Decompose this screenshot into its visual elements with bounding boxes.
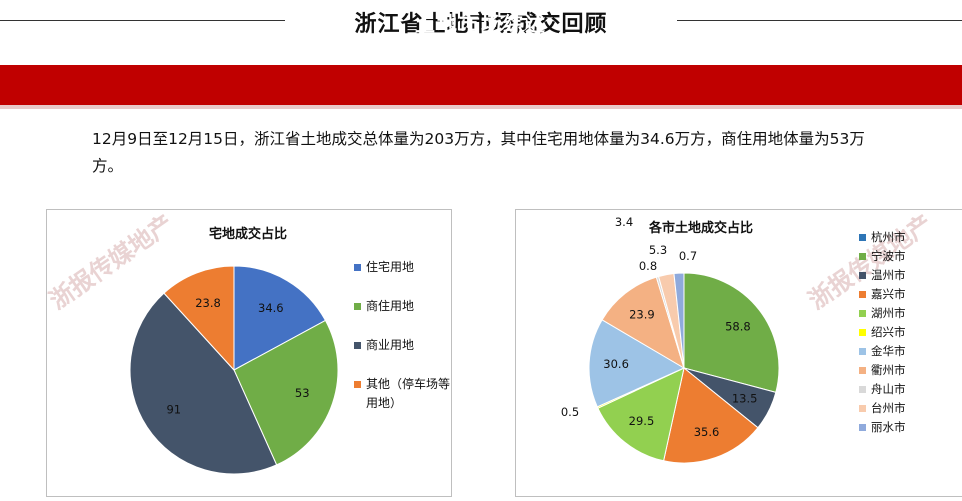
- chart-title: 各市土地成交占比: [648, 220, 753, 236]
- legend-label: 台州市: [871, 401, 906, 415]
- legend-swatch: [354, 303, 361, 310]
- legend-label: 金华市: [871, 344, 906, 358]
- pie-slice: [601, 276, 685, 370]
- pie-slice: [588, 319, 686, 408]
- data-label: 35.6: [694, 425, 720, 439]
- pie-slice: [129, 292, 278, 475]
- legend-label: 舟山市: [871, 382, 906, 396]
- data-label: 58.8: [725, 320, 751, 334]
- legend-swatch: [859, 348, 866, 355]
- data-label: 29.5: [629, 414, 655, 428]
- legend-label: 宁波市: [871, 249, 906, 263]
- legend-item: 绍兴市: [859, 323, 919, 342]
- data-label: 30.6: [603, 357, 629, 371]
- data-label: 23.8: [195, 296, 221, 310]
- legend-swatch: [859, 291, 866, 298]
- cities-pie-chart: 浙报传媒地产 各市土地成交占比 58.813.535.629.50.530.62…: [561, 210, 937, 464]
- legend-swatch: [354, 381, 361, 388]
- legend-swatch: [859, 253, 866, 260]
- pie-slice: [663, 367, 759, 464]
- data-label: 53: [295, 386, 310, 400]
- legend-label: 住宅用地: [366, 260, 415, 274]
- pie-slice: [683, 272, 780, 393]
- chart-panel-cities: 浙报传媒地产 各市土地成交占比 58.8 13.5 35.6 29.5 0.5 30.6 2…: [515, 209, 962, 497]
- legend-item: 其他（停车场等用地）: [354, 375, 454, 413]
- page-title: 浙江省土地市场成交回顾: [354, 12, 608, 37]
- legend-item: 丽水市: [859, 418, 919, 437]
- legend-swatch: [859, 386, 866, 393]
- pie-slice: [597, 367, 685, 462]
- data-label: 0.5: [561, 405, 579, 419]
- legend-label: 杭州市: [871, 230, 906, 244]
- pie-slice: [163, 265, 235, 372]
- legend-item: 宁波市: [859, 247, 919, 266]
- data-label: 5.3: [649, 243, 667, 257]
- legend-swatch: [859, 310, 866, 317]
- section-title: 土地市场综述: [415, 12, 547, 36]
- legend-item: 衢州市: [859, 361, 919, 380]
- chart-title: 宅地成交占比: [209, 226, 287, 242]
- legend-label: 丽水市: [871, 420, 906, 434]
- legend-item: 台州市: [859, 399, 919, 418]
- legend-label: 其他（停车场等用地）: [366, 377, 451, 410]
- pie-slice: [233, 265, 327, 371]
- data-label: 0.8: [639, 259, 657, 273]
- legend-item: 金华市: [859, 342, 919, 361]
- data-label: 91: [166, 402, 181, 416]
- legend-swatch: [354, 342, 361, 349]
- data-label: 0.7: [679, 249, 697, 263]
- pie-slice: [233, 319, 339, 466]
- legend-item: 商业用地: [354, 336, 454, 355]
- legend-item: 住宅用地: [354, 258, 454, 277]
- legend-item: 商住用地: [354, 297, 454, 316]
- data-label: 34.6: [258, 301, 284, 315]
- legend: 住宅用地商住用地商业用地其他（停车场等用地）: [354, 258, 454, 433]
- section-banner: [0, 65, 962, 109]
- legend-label: 嘉兴市: [871, 287, 906, 301]
- title-rule-right: [677, 20, 962, 21]
- legend-label: 绍兴市: [871, 325, 906, 339]
- data-label: 3.4: [615, 215, 633, 229]
- legend-swatch: [859, 272, 866, 279]
- legend: 杭州市宁波市温州市嘉兴市湖州市绍兴市金华市衢州市舟山市台州市丽水市: [859, 228, 919, 437]
- legend-item: 嘉兴市: [859, 285, 919, 304]
- data-label: 13.5: [732, 392, 758, 406]
- legend-item: 温州市: [859, 266, 919, 285]
- legend-item: 舟山市: [859, 380, 919, 399]
- legend-label: 湖州市: [871, 306, 906, 320]
- legend-label: 温州市: [871, 268, 906, 282]
- legend-swatch: [859, 234, 866, 241]
- chart-panel-residential: 浙报传媒地产 宅地成交占比 34.6 53 91 23.8 住宅用地 商住用地 商业用地其…: [46, 209, 452, 497]
- data-label: 23.9: [629, 308, 655, 322]
- legend-label: 商业用地: [366, 338, 415, 352]
- title-rule-left: [0, 20, 285, 21]
- legend-swatch: [859, 424, 866, 431]
- legend-swatch: [859, 329, 866, 336]
- legend-swatch: [354, 264, 361, 271]
- legend-swatch: [859, 405, 866, 412]
- summary-text: 12月9日至12月15日，浙江省土地成交总体量为203万方，其中住宅用地体量为3…: [92, 130, 865, 175]
- pie-slice: [673, 272, 685, 369]
- legend-label: 衢州市: [871, 363, 906, 377]
- legend-swatch: [859, 367, 866, 374]
- legend-item: 湖州市: [859, 304, 919, 323]
- legend-item: 杭州市: [859, 228, 919, 247]
- legend-label: 商住用地: [366, 299, 415, 313]
